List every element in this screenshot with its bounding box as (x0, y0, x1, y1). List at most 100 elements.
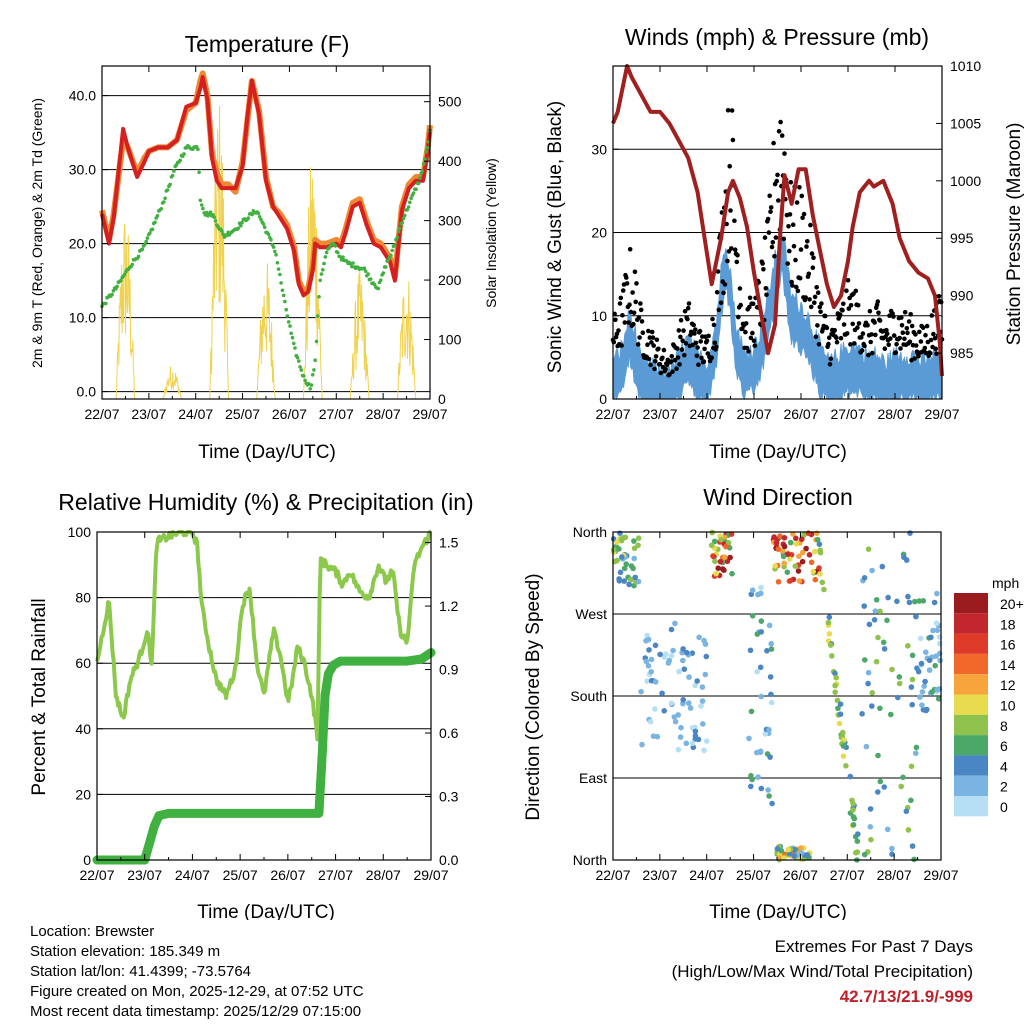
wind-direction-point (717, 558, 724, 565)
wind-direction-point (728, 531, 735, 537)
gust-point (776, 129, 782, 134)
dewpoint-point (338, 255, 343, 259)
gust-point (634, 281, 639, 286)
wind-direction-point (768, 699, 775, 706)
humidity-xlabel: Time (Day/UTC) (197, 902, 335, 920)
humidity-line (95, 530, 432, 742)
dewpoint-point (140, 247, 145, 252)
humidity-ytick-label: 100 (68, 524, 92, 540)
dewpoint-point (408, 200, 412, 205)
gust-point (806, 271, 812, 277)
station-location: Location: Brewster (30, 923, 155, 940)
dewpoint-point (303, 378, 307, 383)
dewpoint-point (295, 355, 300, 360)
temperature-xtick-label: 22/07 (84, 406, 119, 422)
gust-point (814, 285, 819, 290)
dewpoint-point (397, 226, 402, 231)
wind-direction-point (909, 652, 916, 659)
gust-point (674, 346, 680, 351)
gust-point (898, 346, 903, 351)
wind-direction-point (754, 668, 760, 675)
gust-point (711, 322, 717, 328)
colorbar-label: 8 (1000, 718, 1008, 734)
wind-direction-point (889, 666, 895, 673)
wind-direction-ytick-label: South (570, 688, 607, 704)
wind-direction-point (692, 733, 699, 739)
wind-direction-point (826, 614, 833, 620)
wind-direction-xtick-label: 28/07 (877, 867, 912, 883)
gust-point (781, 236, 787, 242)
pressure-line (611, 64, 944, 377)
dewpoint-point (312, 368, 316, 372)
colorbar-label: 16 (1000, 637, 1016, 653)
wind-direction-point (676, 668, 682, 675)
humidity-xtick-label: 28/07 (366, 867, 401, 883)
winds-ytick-label: 30 (591, 141, 607, 157)
wind-direction-point (836, 720, 843, 727)
wind-direction-point (623, 561, 629, 567)
gust-point (660, 355, 665, 361)
gust-point (704, 338, 710, 344)
gust-point (743, 329, 748, 335)
temperature-y2tick-label: 400 (438, 153, 462, 169)
wind-direction-point (808, 559, 815, 566)
dewpoint-point (274, 253, 278, 257)
gust-point (746, 349, 751, 354)
gust-point (682, 308, 688, 314)
wind-direction-point (652, 642, 659, 649)
gust-point (679, 347, 685, 352)
wind-direction-point (639, 741, 645, 748)
wind-direction-point (654, 733, 661, 740)
wind-direction-point (832, 670, 838, 677)
wind-direction-point (926, 657, 933, 664)
gust-point (936, 294, 942, 299)
gust-point (752, 343, 758, 349)
gust-point (837, 312, 843, 317)
gust-point (669, 354, 675, 359)
humidity-xtick-label: 26/07 (270, 867, 305, 883)
dewpoint-point (376, 286, 381, 291)
gust-point (884, 327, 889, 333)
winds-ytick-label: 20 (591, 225, 607, 241)
wind-direction-point (621, 565, 628, 572)
dewpoint-point (111, 289, 116, 293)
gust-point (736, 314, 741, 320)
dewpoint-point (290, 335, 295, 340)
gust-point (725, 108, 731, 113)
wind-direction-point (880, 639, 887, 646)
gust-point (647, 335, 653, 340)
gust-point (803, 295, 808, 300)
wind-direction-point (926, 667, 933, 673)
dewpoint-point (424, 149, 429, 154)
temperature-ytick-label: 10.0 (69, 310, 96, 326)
colorbar-swatch (954, 653, 988, 675)
gust-point (637, 335, 642, 340)
winds-y2tick-label: 1010 (950, 58, 981, 74)
humidity-ytick-label: 80 (75, 590, 91, 606)
wind-direction-point (772, 563, 778, 569)
gust-point (631, 310, 637, 316)
wind-direction-point (896, 680, 903, 687)
wind-direction-point (748, 772, 754, 779)
wind-direction-point (787, 539, 794, 546)
wind-direction-point (748, 783, 754, 790)
wind-direction-point (672, 620, 678, 627)
wind-direction-point (632, 574, 638, 581)
dewpoint-point (321, 268, 325, 272)
wind-direction-point (765, 787, 771, 793)
gust-point (918, 339, 924, 344)
wind-direction-point (668, 700, 675, 706)
gust-point (714, 344, 719, 350)
wind-direction-point (881, 784, 887, 790)
wind-direction-xtick-label: 29/07 (923, 867, 958, 883)
gust-point (649, 340, 654, 345)
wind-direction-point (680, 657, 686, 664)
dewpoint-point (400, 220, 405, 225)
dewpoint-point (392, 243, 397, 247)
gust-point (760, 261, 765, 266)
extremes-subtitle: (High/Low/Max Wind/Total Precipitation) (671, 962, 973, 981)
wind-direction-point (781, 535, 788, 541)
dewpoint-point (262, 225, 267, 230)
winds-xtick-label: 22/07 (595, 406, 630, 422)
wind-direction-point (854, 838, 861, 844)
